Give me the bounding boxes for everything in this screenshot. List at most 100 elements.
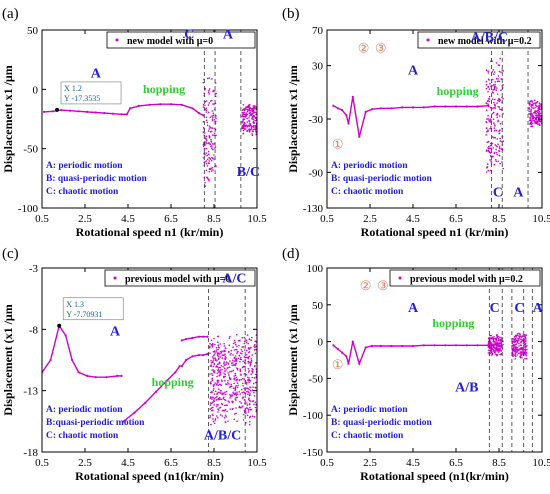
data-point <box>211 344 214 347</box>
data-point <box>206 154 208 157</box>
data-point <box>254 401 257 404</box>
data-point <box>500 350 503 352</box>
data-point <box>487 130 489 133</box>
data-point <box>239 401 241 403</box>
data-point <box>203 132 206 134</box>
data-point <box>223 367 226 370</box>
circled-number-label: ① <box>332 136 344 151</box>
data-point <box>254 119 256 122</box>
data-point <box>94 111 97 114</box>
data-point <box>495 114 498 116</box>
legend-marker <box>115 38 119 42</box>
data-point <box>232 342 235 345</box>
data-point <box>488 88 491 90</box>
data-point <box>250 109 252 112</box>
data-point <box>498 98 501 101</box>
data-point <box>246 121 249 123</box>
data-point <box>204 185 207 187</box>
region-label: A <box>513 185 524 200</box>
data-point <box>493 127 496 129</box>
data-point <box>43 110 46 113</box>
plot-area <box>42 268 257 452</box>
data-point <box>234 355 237 357</box>
data-point <box>528 101 531 103</box>
data-point <box>235 412 237 415</box>
data-point <box>514 358 516 360</box>
data-point <box>243 336 246 339</box>
data-point <box>499 353 501 356</box>
data-point <box>494 86 497 88</box>
data-point <box>208 168 211 171</box>
data-point <box>533 119 535 121</box>
data-point <box>191 107 194 110</box>
data-point <box>197 354 200 357</box>
data-point <box>249 393 251 395</box>
data-point <box>492 84 495 86</box>
data-point <box>230 352 232 355</box>
data-point <box>215 115 217 117</box>
data-point <box>207 130 210 132</box>
data-point <box>208 88 211 90</box>
data-point <box>495 151 498 154</box>
data-point <box>249 386 251 389</box>
data-point <box>500 337 503 339</box>
data-point <box>332 104 335 107</box>
data-point <box>211 99 213 102</box>
data-point <box>229 335 231 338</box>
data-point <box>252 368 254 371</box>
data-point <box>534 112 536 114</box>
data-point <box>174 371 177 374</box>
data-point <box>390 344 393 348</box>
data-point <box>228 337 231 340</box>
motion-legend-item: C: chaotic motion <box>46 187 119 197</box>
data-point <box>211 396 213 399</box>
data-point <box>219 369 222 371</box>
legend-label: previous model with μ=0 <box>125 274 230 285</box>
data-point <box>229 408 231 411</box>
datatip-marker <box>55 107 60 112</box>
data-point <box>520 341 522 344</box>
data-point <box>254 352 257 355</box>
data-point <box>498 349 500 352</box>
data-point <box>248 388 250 391</box>
data-point <box>60 109 63 112</box>
data-point <box>133 411 136 414</box>
data-point <box>220 351 223 354</box>
data-point <box>213 404 215 406</box>
data-point <box>522 342 525 345</box>
data-point <box>252 110 255 112</box>
data-point <box>216 353 219 356</box>
data-point <box>248 106 250 109</box>
data-point <box>490 345 493 347</box>
data-point <box>488 100 491 103</box>
data-point <box>219 356 222 358</box>
data-point <box>497 347 500 350</box>
x-tick-label: 8.5 <box>207 213 221 225</box>
data-point <box>530 104 533 106</box>
data-point <box>494 349 496 352</box>
data-point <box>249 406 251 409</box>
data-point <box>222 397 224 400</box>
data-point <box>239 339 241 342</box>
data-point <box>233 378 235 381</box>
data-point <box>209 100 212 102</box>
data-point <box>242 419 245 421</box>
data-point <box>226 410 228 413</box>
y-tick-label: -18 <box>23 447 38 459</box>
region-label: A/B/C <box>471 31 508 46</box>
data-point <box>227 379 229 382</box>
data-point <box>230 349 233 352</box>
y-tick-label: -50 <box>308 373 323 385</box>
data-point <box>216 415 218 417</box>
data-point <box>486 149 488 151</box>
data-point <box>223 354 225 357</box>
data-point <box>496 112 499 115</box>
data-point <box>237 384 239 387</box>
data-point <box>250 126 253 129</box>
motion-legend-item: A: periodic motion <box>46 161 123 171</box>
data-point <box>231 370 233 373</box>
data-point <box>495 337 497 340</box>
data-point <box>211 356 214 358</box>
y-tick-label: -30 <box>308 114 323 126</box>
data-point <box>148 103 151 106</box>
